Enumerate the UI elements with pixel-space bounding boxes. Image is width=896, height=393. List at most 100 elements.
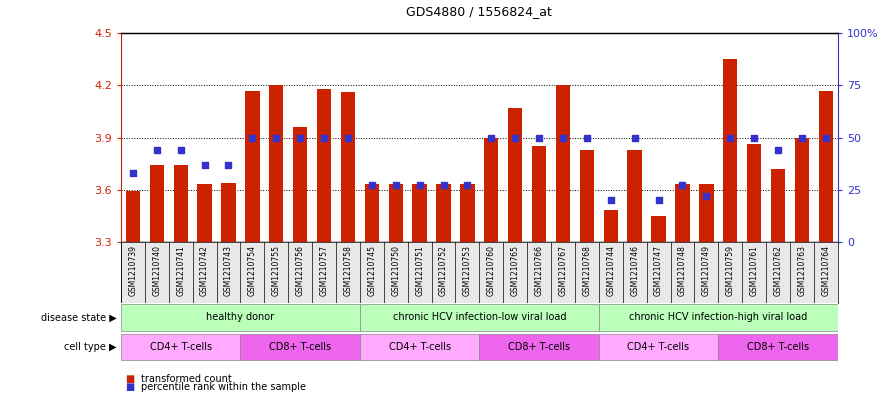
Text: chronic HCV infection-high viral load: chronic HCV infection-high viral load xyxy=(629,312,807,322)
Point xyxy=(699,193,713,199)
Bar xyxy=(479,334,599,360)
Point xyxy=(651,197,666,203)
Bar xyxy=(121,304,360,331)
Point xyxy=(412,182,426,189)
Point xyxy=(627,134,642,141)
Bar xyxy=(771,169,785,242)
Text: GSM1210740: GSM1210740 xyxy=(152,245,161,296)
Text: GSM1210746: GSM1210746 xyxy=(630,245,639,296)
Bar xyxy=(676,184,690,242)
Text: healthy donor: healthy donor xyxy=(206,312,274,322)
Bar xyxy=(150,165,164,242)
Point xyxy=(532,134,547,141)
Point xyxy=(436,182,451,189)
Bar xyxy=(599,304,838,331)
Bar xyxy=(719,334,838,360)
Text: CD8+ T-cells: CD8+ T-cells xyxy=(508,342,570,352)
Bar xyxy=(604,210,618,242)
Bar xyxy=(340,92,355,242)
Point xyxy=(556,134,570,141)
Text: GSM1210764: GSM1210764 xyxy=(822,245,831,296)
Point xyxy=(389,182,403,189)
Bar xyxy=(174,165,188,242)
Text: CD4+ T-cells: CD4+ T-cells xyxy=(150,342,211,352)
Text: CD4+ T-cells: CD4+ T-cells xyxy=(389,342,451,352)
Text: ■: ■ xyxy=(125,382,134,392)
Point xyxy=(221,162,236,168)
Bar xyxy=(293,127,307,242)
Text: GSM1210762: GSM1210762 xyxy=(773,245,782,296)
Bar xyxy=(246,91,260,242)
Point xyxy=(604,197,618,203)
Text: GSM1210767: GSM1210767 xyxy=(558,245,567,296)
Point xyxy=(747,134,762,141)
Text: disease state ▶: disease state ▶ xyxy=(40,312,116,322)
Point xyxy=(771,147,785,153)
Text: ■: ■ xyxy=(125,374,134,384)
Bar xyxy=(365,184,379,242)
Text: GSM1210744: GSM1210744 xyxy=(607,245,616,296)
Bar xyxy=(461,184,475,242)
Point xyxy=(317,134,332,141)
Bar xyxy=(747,145,762,242)
Text: GSM1210741: GSM1210741 xyxy=(177,245,185,296)
Bar xyxy=(508,108,522,242)
Text: transformed count: transformed count xyxy=(141,374,231,384)
Point xyxy=(484,134,498,141)
Point xyxy=(365,182,379,189)
Point xyxy=(340,134,355,141)
Text: GSM1210750: GSM1210750 xyxy=(392,245,401,296)
Text: GSM1210768: GSM1210768 xyxy=(582,245,591,296)
Text: GSM1210755: GSM1210755 xyxy=(271,245,280,296)
Text: GSM1210748: GSM1210748 xyxy=(678,245,687,296)
Bar xyxy=(723,59,737,242)
Bar xyxy=(580,150,594,242)
Point xyxy=(461,182,475,189)
Text: GSM1210761: GSM1210761 xyxy=(750,245,759,296)
Text: GSM1210754: GSM1210754 xyxy=(248,245,257,296)
Text: chronic HCV infection-low viral load: chronic HCV infection-low viral load xyxy=(392,312,566,322)
Bar xyxy=(317,89,332,242)
Bar xyxy=(627,150,642,242)
Point xyxy=(795,134,809,141)
Point xyxy=(580,134,594,141)
Bar xyxy=(795,138,809,242)
Bar xyxy=(556,85,570,242)
Text: GSM1210743: GSM1210743 xyxy=(224,245,233,296)
Point xyxy=(125,170,140,176)
Text: GSM1210739: GSM1210739 xyxy=(128,245,137,296)
Bar xyxy=(436,184,451,242)
Text: GSM1210745: GSM1210745 xyxy=(367,245,376,296)
Bar xyxy=(360,334,479,360)
Point xyxy=(269,134,283,141)
Text: GSM1210753: GSM1210753 xyxy=(463,245,472,296)
Bar xyxy=(197,184,211,242)
Bar xyxy=(651,216,666,242)
Bar xyxy=(221,183,236,242)
Text: GSM1210760: GSM1210760 xyxy=(487,245,495,296)
Bar xyxy=(269,85,283,242)
Text: percentile rank within the sample: percentile rank within the sample xyxy=(141,382,306,392)
Text: GSM1210751: GSM1210751 xyxy=(415,245,424,296)
Point xyxy=(293,134,307,141)
Text: CD4+ T-cells: CD4+ T-cells xyxy=(627,342,690,352)
Point xyxy=(150,147,164,153)
Point xyxy=(246,134,260,141)
Point xyxy=(723,134,737,141)
Text: GSM1210766: GSM1210766 xyxy=(535,245,544,296)
Point xyxy=(508,134,522,141)
Text: CD8+ T-cells: CD8+ T-cells xyxy=(269,342,332,352)
Bar xyxy=(389,184,403,242)
Bar xyxy=(699,184,713,242)
Text: GSM1210759: GSM1210759 xyxy=(726,245,735,296)
Bar xyxy=(412,184,426,242)
Text: GSM1210765: GSM1210765 xyxy=(511,245,520,296)
Text: GSM1210747: GSM1210747 xyxy=(654,245,663,296)
Text: GSM1210763: GSM1210763 xyxy=(797,245,806,296)
Text: CD8+ T-cells: CD8+ T-cells xyxy=(747,342,809,352)
Text: GDS4880 / 1556824_at: GDS4880 / 1556824_at xyxy=(407,5,552,18)
Bar xyxy=(532,146,547,242)
Text: GSM1210756: GSM1210756 xyxy=(296,245,305,296)
Bar xyxy=(819,91,833,242)
Bar xyxy=(121,334,240,360)
